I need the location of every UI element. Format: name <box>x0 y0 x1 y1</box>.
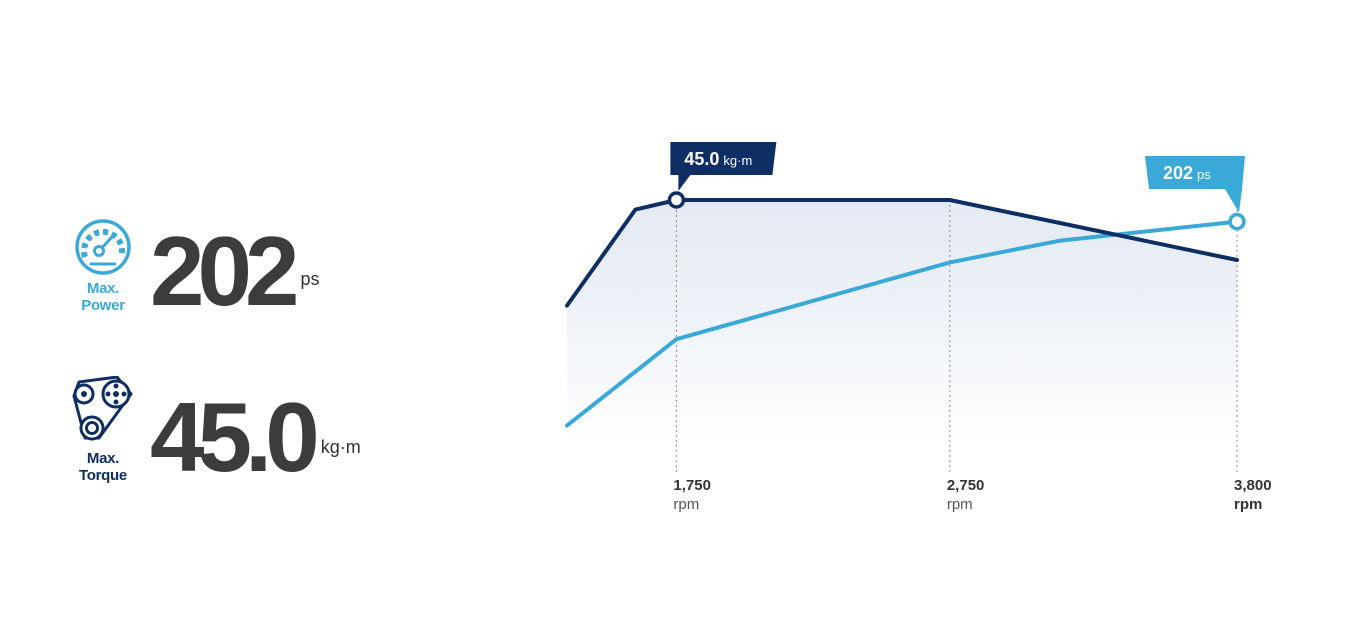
torque-peak-marker <box>667 191 686 209</box>
torque-callout-label: 45.0 kg·m <box>684 149 752 169</box>
max-power-icon-block: Max. Power <box>66 218 140 314</box>
tick-unit-label: rpm <box>947 496 973 513</box>
max-power-stat: Max. Power 202 ps <box>66 218 320 320</box>
power-callout-unit: ps <box>1197 167 1211 182</box>
torque-callout-unit: kg·m <box>723 153 752 168</box>
speedometer-icon <box>75 219 131 275</box>
tick-unit-label: rpm <box>1234 496 1262 513</box>
max-torque-caption-line1: Max. <box>86 450 120 467</box>
power-peak-marker <box>1228 212 1246 231</box>
max-power-unit: ps <box>300 269 320 289</box>
engine-belt-icon <box>72 376 133 441</box>
power-callout-box <box>1145 156 1245 213</box>
power-callout-value: 202 <box>1163 163 1193 183</box>
tick-label: 2,750 <box>947 477 985 494</box>
max-power-caption: Max. Power <box>81 280 125 314</box>
tick-label: 1,750 <box>673 477 711 494</box>
max-torque-unit: kg·m <box>320 437 361 457</box>
max-torque-caption-line2: Torque <box>79 467 127 484</box>
max-torque-caption: Max. Torque <box>79 450 127 484</box>
tick-unit-label: rpm <box>673 496 699 513</box>
max-power-caption-line2: Power <box>81 297 125 314</box>
max-torque-stat: Max. Torque 45.0 kg·m <box>66 376 361 486</box>
torque-callout-value: 45.0 <box>684 149 719 169</box>
power-callout-label: 202 ps <box>1163 163 1211 183</box>
max-torque-icon-block: Max. Torque <box>66 376 140 484</box>
tick-label: 3,800 <box>1234 477 1272 494</box>
torque-callout-box <box>670 142 777 191</box>
max-torque-value: 45.0 <box>150 382 320 492</box>
max-power-caption-line1: Max. <box>86 280 120 297</box>
chart-area-fill <box>567 200 1237 440</box>
max-power-value: 202 <box>150 216 299 326</box>
